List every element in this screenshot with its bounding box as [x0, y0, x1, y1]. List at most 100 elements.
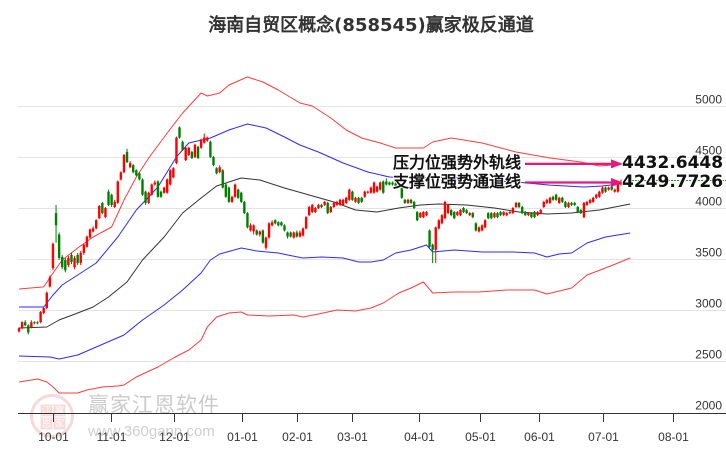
candle-body: [558, 197, 561, 203]
candle-down: [64, 257, 67, 273]
candle-body: [372, 182, 376, 193]
candle-up: [187, 146, 190, 156]
candles: [17, 126, 623, 335]
candle-body: [551, 196, 555, 200]
candle-down: [70, 252, 73, 265]
candle-body: [267, 223, 271, 238]
candle-up: [514, 201, 518, 208]
candle-body: [76, 254, 79, 264]
candle-body: [249, 225, 252, 231]
candle-down: [416, 211, 419, 222]
candle-body: [431, 244, 434, 250]
candle-body: [162, 187, 166, 193]
candle-down: [490, 212, 493, 220]
candle-up: [511, 206, 515, 215]
candle-body: [419, 213, 422, 218]
y-axis: 5000 4500 4000 3500 3000 2500 2000: [695, 93, 722, 413]
candle-body: [196, 146, 200, 159]
candle-body: [61, 256, 64, 268]
candle-up: [314, 206, 317, 214]
candle-down: [141, 178, 144, 196]
candle-body: [42, 307, 45, 314]
candle-down: [524, 211, 527, 217]
candle-up: [98, 204, 101, 220]
resistance-outer-rail-value: 4432.6448: [622, 153, 724, 174]
candle-body: [619, 182, 623, 185]
candle-up: [332, 201, 336, 208]
candle-down: [135, 169, 138, 177]
candle-body: [366, 191, 370, 193]
candle-up: [545, 198, 549, 204]
candle-down: [449, 209, 453, 217]
candle-body: [348, 189, 351, 200]
candle-body: [135, 170, 138, 176]
candle-up: [30, 320, 33, 329]
candle-body: [307, 206, 311, 216]
candle-down: [23, 320, 27, 327]
candle-body: [354, 197, 357, 202]
candle-up: [172, 167, 175, 179]
candle-up: [585, 200, 589, 206]
candle-body: [169, 170, 172, 185]
candle-body: [502, 212, 505, 216]
candle-down: [227, 186, 231, 203]
candle-body: [323, 201, 326, 205]
candle-up: [264, 236, 268, 250]
candle-up: [270, 220, 274, 227]
candle-down: [431, 243, 434, 264]
candle-body: [468, 213, 471, 216]
candle-body: [113, 201, 116, 207]
candle-body: [582, 202, 586, 218]
candle-up: [588, 198, 592, 204]
candle-down: [530, 212, 533, 219]
x-tick-label: 06-01: [524, 430, 555, 444]
candle-down: [196, 145, 200, 160]
candle-up: [116, 180, 119, 204]
candle-down: [277, 221, 280, 227]
candle-up: [345, 196, 348, 204]
candle-up: [45, 291, 48, 309]
candle-up: [601, 186, 604, 194]
candle-body: [255, 230, 258, 235]
watermark-logo-char: 家: [53, 417, 66, 430]
candle-body: [326, 202, 329, 214]
candle-body: [79, 252, 82, 264]
candle-up: [307, 205, 311, 217]
candle-body: [598, 191, 601, 197]
candle-body: [561, 197, 564, 202]
candle-body: [73, 257, 76, 268]
candle-body: [351, 191, 354, 200]
candle-body: [36, 322, 39, 324]
candle-body: [357, 197, 360, 203]
candle-up: [425, 211, 428, 217]
candle-up: [459, 209, 462, 217]
candle-up: [311, 203, 314, 214]
candle-down: [388, 181, 391, 186]
candle-body: [286, 232, 289, 237]
candle-body: [283, 225, 286, 231]
candle-up: [508, 211, 512, 215]
candle-up: [169, 169, 172, 186]
candle-body: [508, 212, 512, 214]
candle-body: [530, 213, 533, 218]
candle-down: [554, 193, 558, 201]
candle-down: [280, 221, 283, 227]
candle-body: [412, 201, 416, 208]
candle-body: [369, 187, 373, 193]
candle-body: [422, 212, 425, 218]
candle-up: [258, 230, 261, 237]
candle-up: [539, 209, 542, 215]
candle-up: [301, 227, 305, 237]
candle-body: [403, 199, 407, 203]
candle-up: [113, 199, 116, 208]
candle-up: [378, 181, 382, 191]
candle-up: [598, 190, 601, 198]
candle-down: [132, 164, 135, 174]
candle-body: [178, 127, 181, 138]
candle-body: [165, 179, 169, 193]
candle-up: [354, 196, 357, 203]
candle-up: [252, 224, 255, 235]
candle-body: [601, 187, 604, 193]
candle-body: [88, 229, 92, 238]
